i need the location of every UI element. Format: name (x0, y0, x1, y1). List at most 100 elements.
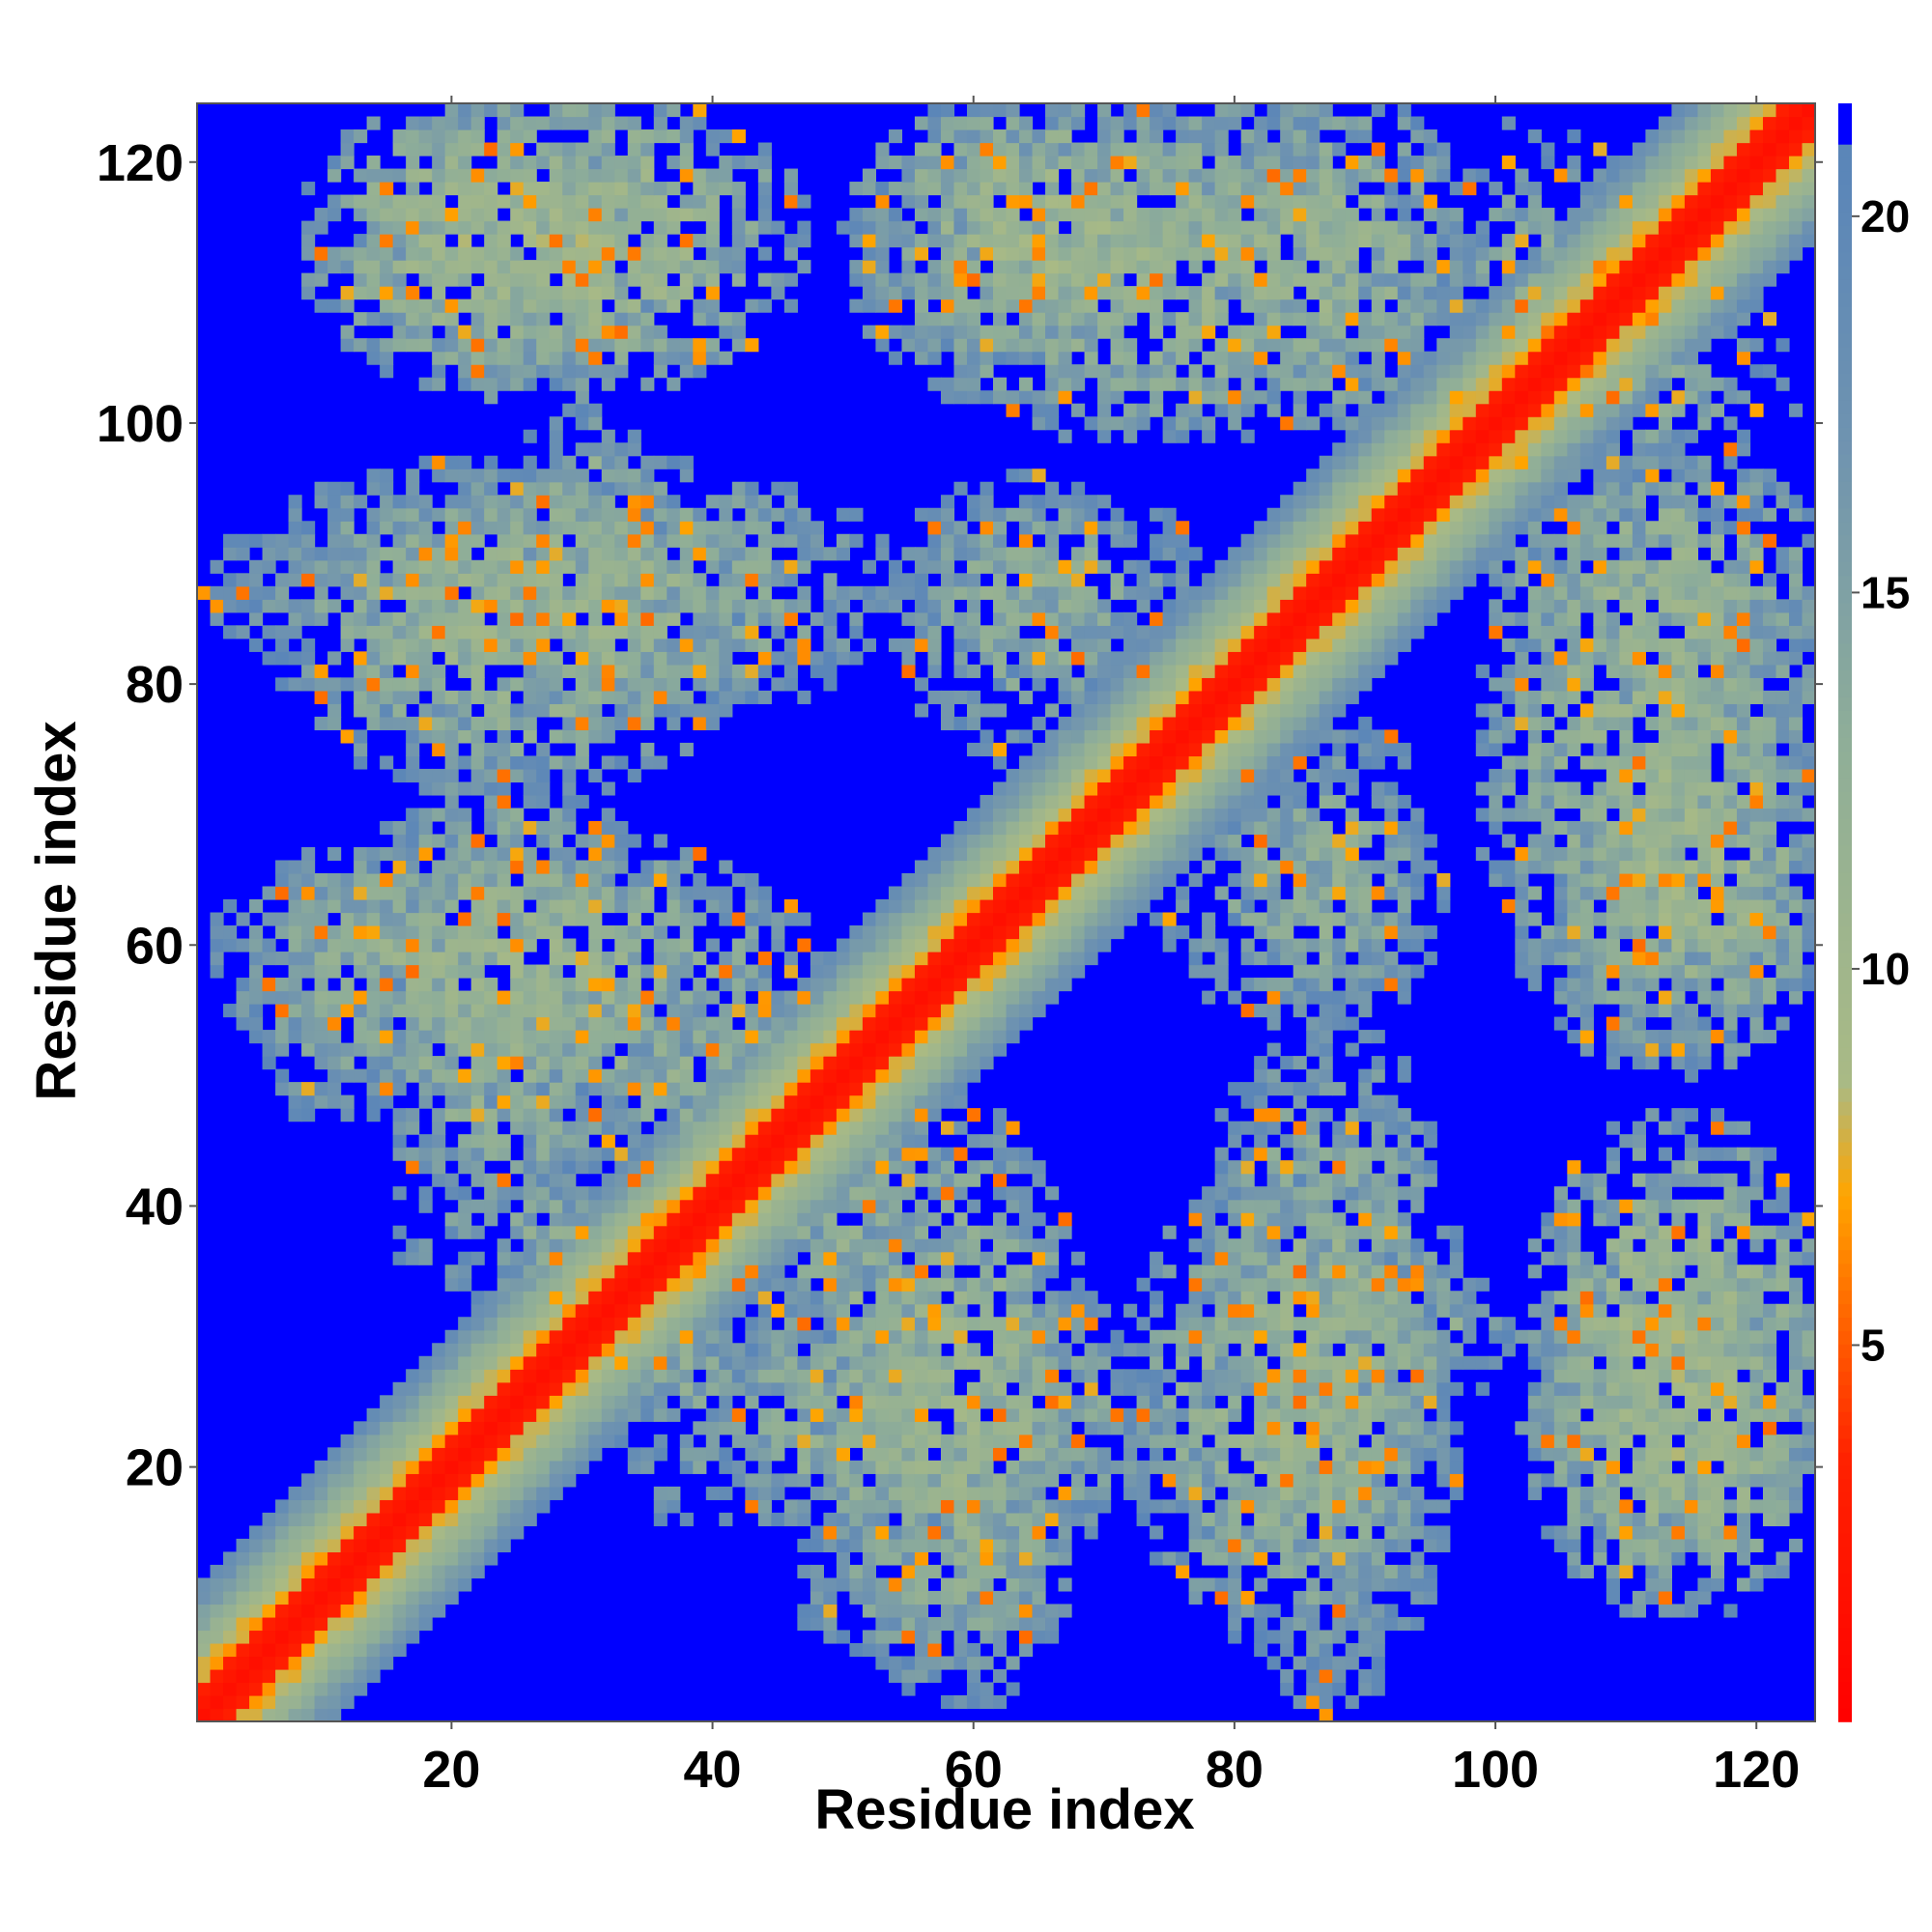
heatmap-cell (1710, 886, 1725, 900)
heatmap-cell (940, 1238, 955, 1253)
heatmap-cell (1319, 1486, 1333, 1500)
heatmap-cell (1410, 846, 1425, 862)
heatmap-cell (992, 1329, 1008, 1344)
heatmap-cell (888, 1030, 903, 1044)
heatmap-cell (601, 820, 615, 836)
heatmap-cell (340, 1042, 355, 1057)
heatmap-cell (1371, 1355, 1385, 1370)
heatmap-cell (1332, 1277, 1347, 1292)
heatmap-cell (1150, 1421, 1164, 1435)
heatmap-cell (301, 1604, 316, 1618)
heatmap-cell (1776, 1434, 1790, 1448)
heatmap-cell (1332, 1225, 1347, 1239)
heatmap-cell (1410, 1525, 1425, 1540)
heatmap-cell (1019, 1395, 1034, 1409)
heatmap-cell (1306, 1369, 1321, 1383)
heatmap-cell (562, 1434, 577, 1448)
heatmap-cell (1214, 1147, 1229, 1161)
heatmap-cell (340, 1068, 355, 1083)
heatmap-cell (340, 1564, 355, 1579)
heatmap-cell (888, 990, 903, 1005)
heatmap-cell (288, 860, 302, 874)
heatmap-cell (1254, 1369, 1268, 1383)
heatmap-cell (1579, 1173, 1594, 1187)
heatmap-cell (1749, 846, 1764, 862)
heatmap-cell (1749, 872, 1764, 888)
heatmap-cell (757, 1186, 772, 1201)
heatmap-cell (1071, 898, 1086, 914)
heatmap-cell (432, 1577, 446, 1592)
heatmap-cell (953, 978, 968, 992)
heatmap-cell (1658, 1447, 1673, 1462)
heatmap-cell (797, 1004, 811, 1018)
heatmap-cell (1449, 1473, 1463, 1488)
heatmap-cell (1280, 1291, 1294, 1305)
heatmap-cell (836, 1630, 851, 1644)
heatmap-cell (940, 1473, 955, 1488)
heatmap-cell (914, 1291, 929, 1305)
heatmap-cell (1632, 1590, 1646, 1605)
heatmap-cell (1384, 1447, 1399, 1462)
heatmap-cell (1788, 1355, 1804, 1370)
heatmap-cell (1515, 1329, 1529, 1344)
heatmap-cell (458, 1395, 472, 1409)
heatmap-cell (1032, 1329, 1046, 1344)
heatmap-cell (875, 1225, 890, 1239)
heatmap-cell (757, 1108, 772, 1122)
heatmap-cell (1749, 1186, 1764, 1201)
heatmap-cell (354, 1460, 368, 1474)
heatmap-cell (679, 1395, 694, 1409)
heatmap-cell (1384, 1355, 1399, 1370)
heatmap-cell (1527, 1303, 1542, 1318)
heatmap-cell (249, 1551, 264, 1566)
heatmap-cell (1254, 1303, 1268, 1318)
heatmap-cell (1006, 1355, 1020, 1370)
heatmap-cell (1280, 990, 1294, 1005)
heatmap-cell (1319, 1564, 1333, 1579)
heatmap-cell (1006, 1682, 1020, 1696)
heatmap-cell (1006, 834, 1020, 848)
heatmap-cell (275, 1030, 290, 1044)
heatmap-cell (458, 1082, 472, 1096)
heatmap-cell (1280, 1460, 1294, 1474)
heatmap-cell (823, 1173, 838, 1187)
heatmap-cell (810, 1343, 824, 1357)
heatmap-cell (1710, 1421, 1725, 1435)
heatmap-cell (1567, 1343, 1581, 1357)
heatmap-cell (1684, 1604, 1699, 1618)
heatmap-cell (953, 1656, 968, 1670)
heatmap-cell (705, 1486, 720, 1500)
heatmap-cell (601, 1121, 615, 1135)
heatmap-cell (1762, 1407, 1777, 1422)
heatmap-cell (392, 1434, 407, 1448)
heatmap-cell (745, 898, 759, 914)
heatmap-cell (653, 1486, 668, 1500)
heatmap-cell (484, 1030, 498, 1044)
heatmap-cell (1619, 872, 1634, 888)
heatmap-cell (757, 1173, 772, 1187)
heatmap-cell (432, 990, 446, 1005)
heatmap-cell (875, 1030, 890, 1044)
heatmap-cell (980, 978, 994, 992)
heatmap-cell (980, 1225, 994, 1239)
heatmap-cell (1202, 1369, 1216, 1383)
heatmap-cell (966, 1538, 981, 1552)
heatmap-cell (1306, 886, 1321, 900)
heatmap-cell (1736, 1355, 1751, 1370)
heatmap-cell (588, 1068, 603, 1083)
heatmap-cell (588, 886, 603, 900)
heatmap-cell (288, 964, 302, 979)
heatmap-cell (836, 1303, 851, 1318)
heatmap-cell (314, 1564, 328, 1579)
heatmap-cell (1776, 952, 1790, 966)
heatmap-cell (667, 1042, 681, 1057)
heatmap-cell (914, 1395, 929, 1409)
heatmap-cell (1410, 1238, 1425, 1253)
heatmap-cell (1371, 1212, 1385, 1227)
heatmap-cell (1293, 1004, 1307, 1018)
heatmap-cell (1019, 1447, 1034, 1462)
heatmap-cell (1019, 1160, 1034, 1175)
heatmap-cell (731, 1082, 746, 1096)
heatmap-cell (980, 964, 994, 979)
heatmap-cell (1619, 1564, 1634, 1579)
